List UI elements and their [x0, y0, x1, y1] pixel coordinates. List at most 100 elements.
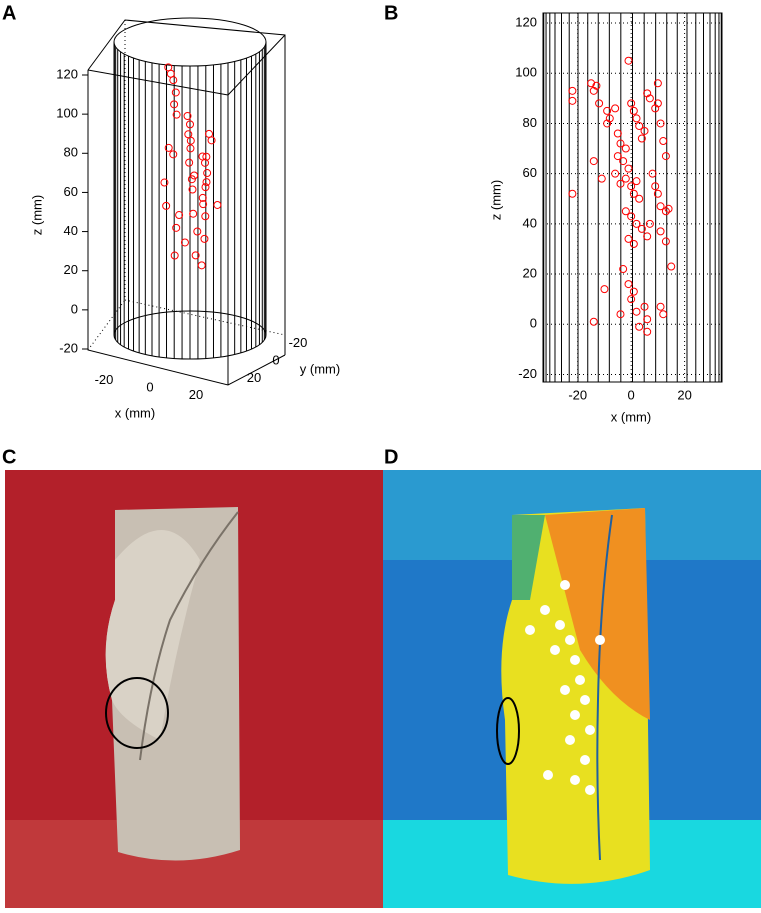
data-point	[629, 287, 638, 296]
data-point	[200, 234, 209, 243]
data-point	[640, 302, 649, 311]
data-point	[624, 56, 633, 65]
y-tick-label: 120	[515, 14, 537, 29]
panel-label: A	[2, 2, 16, 24]
data-point	[661, 237, 670, 246]
data-point	[180, 238, 189, 247]
data-point	[656, 302, 665, 311]
data-point	[619, 157, 628, 166]
data-point	[589, 157, 598, 166]
data-point	[611, 169, 620, 178]
panel-label: D	[384, 446, 398, 468]
data-point	[169, 150, 178, 159]
y-tick-label: 100	[515, 65, 537, 80]
data-point	[651, 182, 660, 191]
data-point	[603, 106, 612, 115]
data-point	[185, 158, 194, 167]
data-point	[621, 144, 630, 153]
data-point	[568, 86, 577, 95]
data-point	[629, 189, 638, 198]
y-tick-label: -20	[518, 366, 537, 381]
data-point	[635, 121, 644, 130]
data-point	[164, 143, 173, 152]
data-point	[597, 174, 606, 183]
data-point	[661, 152, 670, 161]
z-axis-label: z (mm)	[29, 195, 44, 235]
data-point	[653, 79, 662, 88]
x-tick-label: 0	[628, 387, 635, 402]
z-tick-label: 100	[56, 106, 78, 121]
z-tick-label: 80	[64, 145, 78, 160]
data-point	[171, 88, 180, 97]
data-point	[189, 209, 198, 218]
cylinder-lines	[543, 13, 722, 382]
panel-label: C	[2, 446, 16, 468]
data-point	[186, 136, 195, 145]
y-tick-label: 20	[247, 370, 261, 385]
z-tick-label: 0	[71, 301, 78, 316]
data-point	[187, 175, 196, 184]
data-point	[627, 182, 636, 191]
data-point	[629, 239, 638, 248]
data-point	[632, 177, 641, 186]
data-point	[201, 158, 209, 167]
data-point	[627, 99, 636, 108]
data-point	[611, 104, 620, 113]
z-tick-label: 120	[56, 66, 78, 81]
z-tick-label: 20	[64, 262, 78, 277]
data-point	[587, 79, 596, 88]
data-point	[199, 200, 208, 209]
data-point	[188, 185, 197, 194]
data-point	[643, 315, 652, 324]
data-point	[659, 310, 668, 319]
data-point	[632, 219, 641, 228]
data-point	[640, 126, 649, 135]
data-point	[643, 232, 652, 241]
y-tick-label: 40	[523, 215, 537, 230]
x-tick-label: 20	[677, 387, 691, 402]
data-point	[162, 201, 171, 210]
data-point	[160, 178, 169, 187]
data-point	[201, 183, 210, 192]
data-point	[632, 114, 641, 123]
data-point	[207, 136, 216, 145]
data-point	[645, 94, 654, 103]
data-point	[605, 114, 614, 123]
data-point	[635, 322, 644, 331]
data-point	[656, 119, 665, 128]
data-point	[170, 100, 179, 109]
data-point	[629, 106, 638, 115]
data-point	[624, 280, 633, 289]
data-point	[613, 152, 622, 161]
y-tick-label: -20	[289, 335, 308, 350]
y-tick-label: 0	[272, 352, 279, 367]
data-point	[172, 223, 181, 232]
x-axis-label: x (mm)	[611, 409, 651, 424]
data-point	[170, 251, 179, 260]
data-point	[616, 310, 625, 319]
data-point	[635, 194, 644, 203]
data-point	[667, 262, 676, 271]
data-point	[648, 169, 657, 178]
data-point	[600, 285, 609, 294]
data-point	[595, 99, 604, 108]
data-point	[568, 189, 577, 198]
data-point	[664, 204, 673, 213]
data-point	[637, 134, 646, 143]
data-point	[656, 202, 665, 211]
data-point	[603, 119, 612, 128]
photo-c	[5, 470, 383, 908]
data-point	[621, 207, 630, 216]
data-point	[619, 265, 628, 274]
data-point	[186, 120, 194, 129]
y-axis-label: y (mm)	[300, 361, 340, 376]
data-point	[645, 219, 654, 228]
x-tick-label: -20	[568, 387, 587, 402]
data-point	[627, 295, 636, 304]
data-point	[653, 99, 662, 108]
data-point	[643, 327, 652, 336]
data-point	[568, 96, 577, 105]
data-point	[197, 261, 206, 270]
data-point	[183, 112, 192, 120]
data-point	[661, 207, 670, 216]
